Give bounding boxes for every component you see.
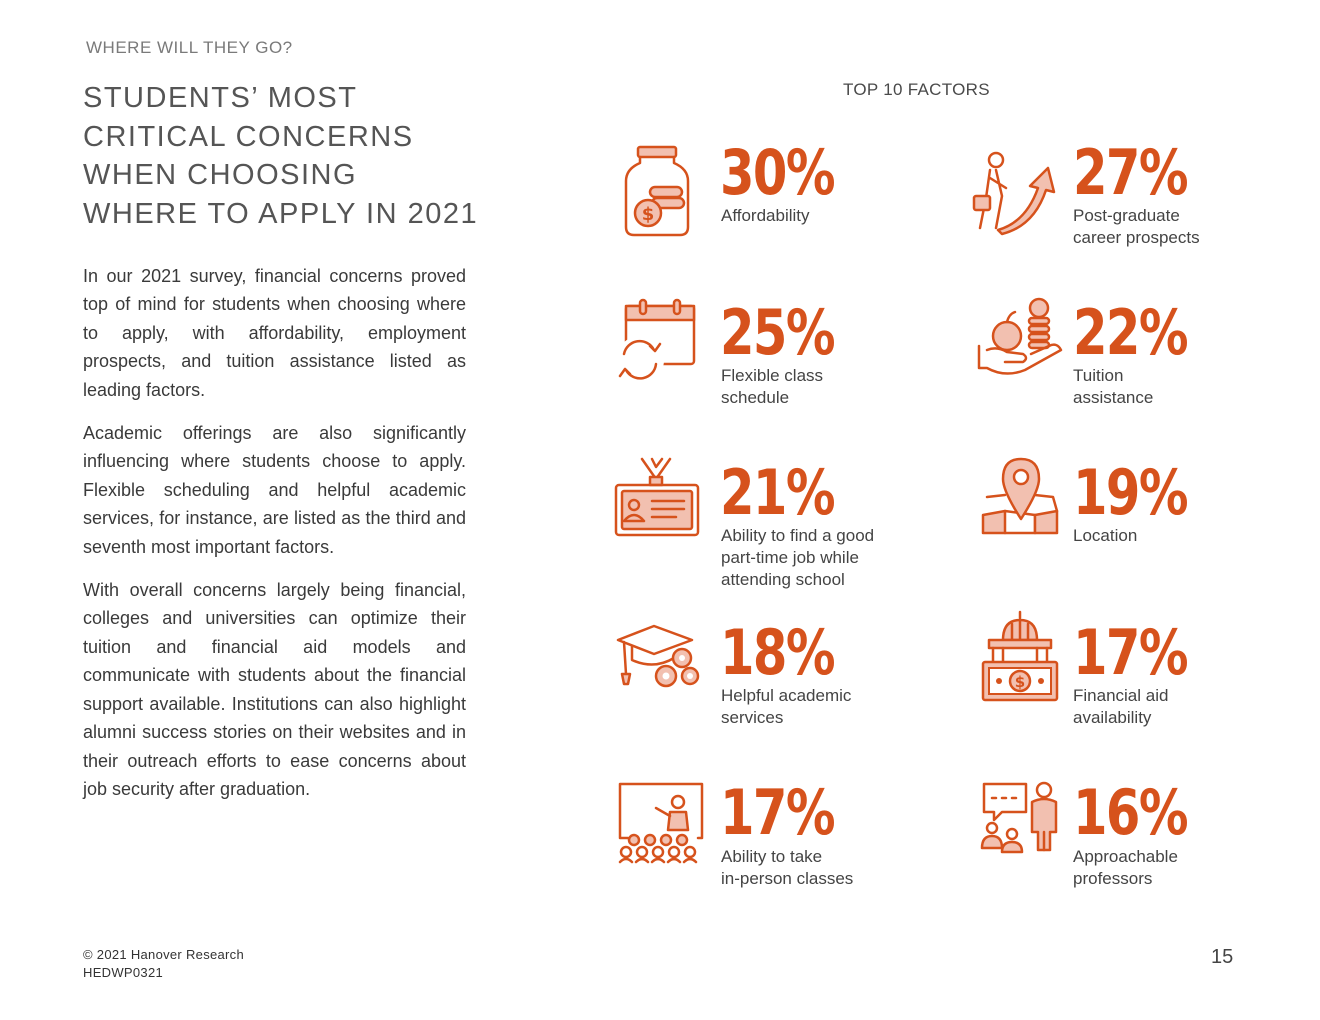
paragraph: In our 2021 survey, financial concerns p…	[83, 266, 466, 400]
body-text: In our 2021 survey, financial concerns p…	[83, 262, 466, 818]
footer: © 2021 Hanover Research HEDWP0321	[83, 946, 244, 982]
factor-label: Post-graduate career prospects	[1073, 206, 1200, 247]
page-number: 15	[1211, 946, 1234, 968]
factor-label: Ability to find a good part-time job whil…	[721, 526, 875, 589]
paragraph: With overall concerns largely being fina…	[83, 580, 466, 799]
heading-line: WHEN CHOOSING	[83, 159, 358, 191]
factor-percent: 18%	[720, 616, 836, 689]
paragraph: Academic offerings are also significantl…	[83, 423, 466, 557]
factor-label: Affordability	[721, 206, 810, 225]
svg-text:$: $	[1015, 673, 1025, 691]
factor-label: Tuition assistance	[1073, 366, 1154, 407]
heading-line: STUDENTS’ MOST	[83, 82, 358, 114]
factor-label: Flexible class schedule	[721, 366, 824, 407]
factor-percent: 16%	[1073, 776, 1189, 849]
capitol-money-icon: $	[975, 610, 1065, 702]
factor-label: Helpful academic services	[721, 686, 852, 727]
page-heading: STUDENTS’ MOST CRITICAL CONCERNS WHEN CH…	[83, 79, 483, 233]
factor-percent: 30%	[720, 136, 836, 209]
factor-percent: 22%	[1073, 296, 1189, 369]
factor-percent: 27%	[1073, 136, 1189, 209]
classroom-icon	[616, 778, 706, 868]
document-code: HEDWP0321	[83, 965, 164, 980]
factor-label: Location	[1073, 526, 1138, 545]
factor-label: Approachable professors	[1073, 847, 1178, 888]
factor-label: Ability to take in-person classes	[721, 847, 854, 888]
factor-percent: 17%	[720, 776, 836, 849]
hand-apple-coins-icon	[975, 297, 1065, 388]
money-jar-icon: $	[612, 145, 702, 237]
career-growth-icon	[968, 148, 1058, 238]
factor-percent: 25%	[720, 296, 836, 369]
calendar-cycle-icon	[612, 298, 702, 388]
id-badge-icon	[612, 455, 702, 545]
factor-percent: 21%	[720, 456, 836, 529]
heading-line: WHERE TO APPLY IN 2021	[83, 197, 479, 230]
factor-label: Financial aid availability	[1073, 686, 1169, 727]
factor-percent: 17%	[1073, 616, 1189, 689]
heading-line: CRITICAL CONCERNS	[83, 120, 414, 153]
svg-text:$: $	[642, 204, 655, 225]
copyright: © 2021 Hanover Research	[83, 947, 245, 962]
factors-title: TOP 10 FACTORS	[843, 80, 990, 99]
factor-percent: 19%	[1073, 456, 1189, 529]
graduation-cap-gears-icon	[612, 618, 702, 708]
map-pin-icon	[975, 455, 1065, 545]
professor-icon	[978, 778, 1068, 868]
section-label: WHERE WILL THEY GO?	[86, 38, 293, 57]
